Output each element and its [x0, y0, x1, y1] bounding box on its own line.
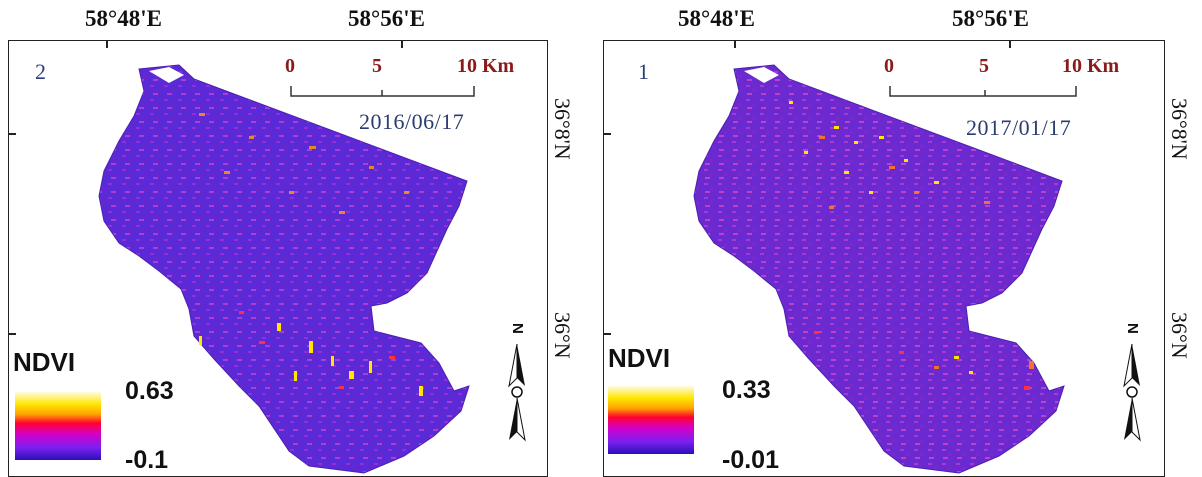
tick [9, 133, 16, 135]
scale-bar [290, 86, 475, 97]
map-panel-2: 2 0 5 10 Km 2016/06/17 NDVI 0.63 -0.1 N [8, 40, 548, 477]
lat-label-right-1: 36°8'N [1167, 98, 1192, 160]
scale-label-5: 5 [979, 55, 989, 77]
tick [734, 41, 736, 48]
lat-label-right-2: 36°N [1167, 312, 1192, 359]
tick [1009, 41, 1011, 48]
tick [604, 333, 611, 335]
legend-title: NDVI [13, 347, 76, 377]
panel-number: 1 [638, 59, 649, 84]
date-label: 2017/01/17 [966, 115, 1072, 140]
lon-label-right-1: 58°48'E [678, 6, 755, 31]
scale-label-5: 5 [372, 55, 382, 77]
tick [401, 41, 403, 48]
north-label: N [1124, 323, 1141, 334]
ndvi-map-2016 [98, 64, 470, 474]
scale-label-10: 10 Km [457, 55, 515, 77]
legend-color-ramp [608, 386, 694, 454]
lon-label-left-2: 58°56'E [348, 6, 425, 31]
legend-max: 0.33 [722, 376, 771, 404]
north-arrow-icon: N [1120, 316, 1144, 451]
map-panel-1: 1 0 5 10 Km 2017/01/17 NDVI 0.33 -0.01 N [603, 40, 1165, 477]
north-label: N [509, 323, 526, 334]
scale-label-0: 0 [285, 55, 295, 77]
scale-label-0: 0 [884, 55, 894, 77]
tick [9, 333, 16, 335]
lat-label-left-2: 36°N [550, 312, 575, 359]
legend-color-ramp [15, 392, 101, 460]
panel-number: 2 [35, 59, 46, 84]
ndvi-map-2017 [693, 64, 1065, 474]
date-label: 2016/06/17 [359, 109, 465, 134]
north-arrow-icon: N [505, 316, 529, 451]
legend-min: -0.1 [125, 446, 169, 474]
legend-max: 0.63 [125, 377, 174, 405]
tick [106, 41, 108, 48]
legend-min: -0.01 [722, 446, 779, 474]
scale-bar [889, 86, 1077, 97]
tick [604, 133, 611, 135]
lon-label-right-2: 58°56'E [952, 6, 1029, 31]
lat-label-left-1: 36°8'N [550, 98, 575, 160]
scale-label-10: 10 Km [1062, 55, 1120, 77]
legend-title: NDVI [608, 343, 671, 373]
lon-label-left-1: 58°48'E [85, 6, 162, 31]
